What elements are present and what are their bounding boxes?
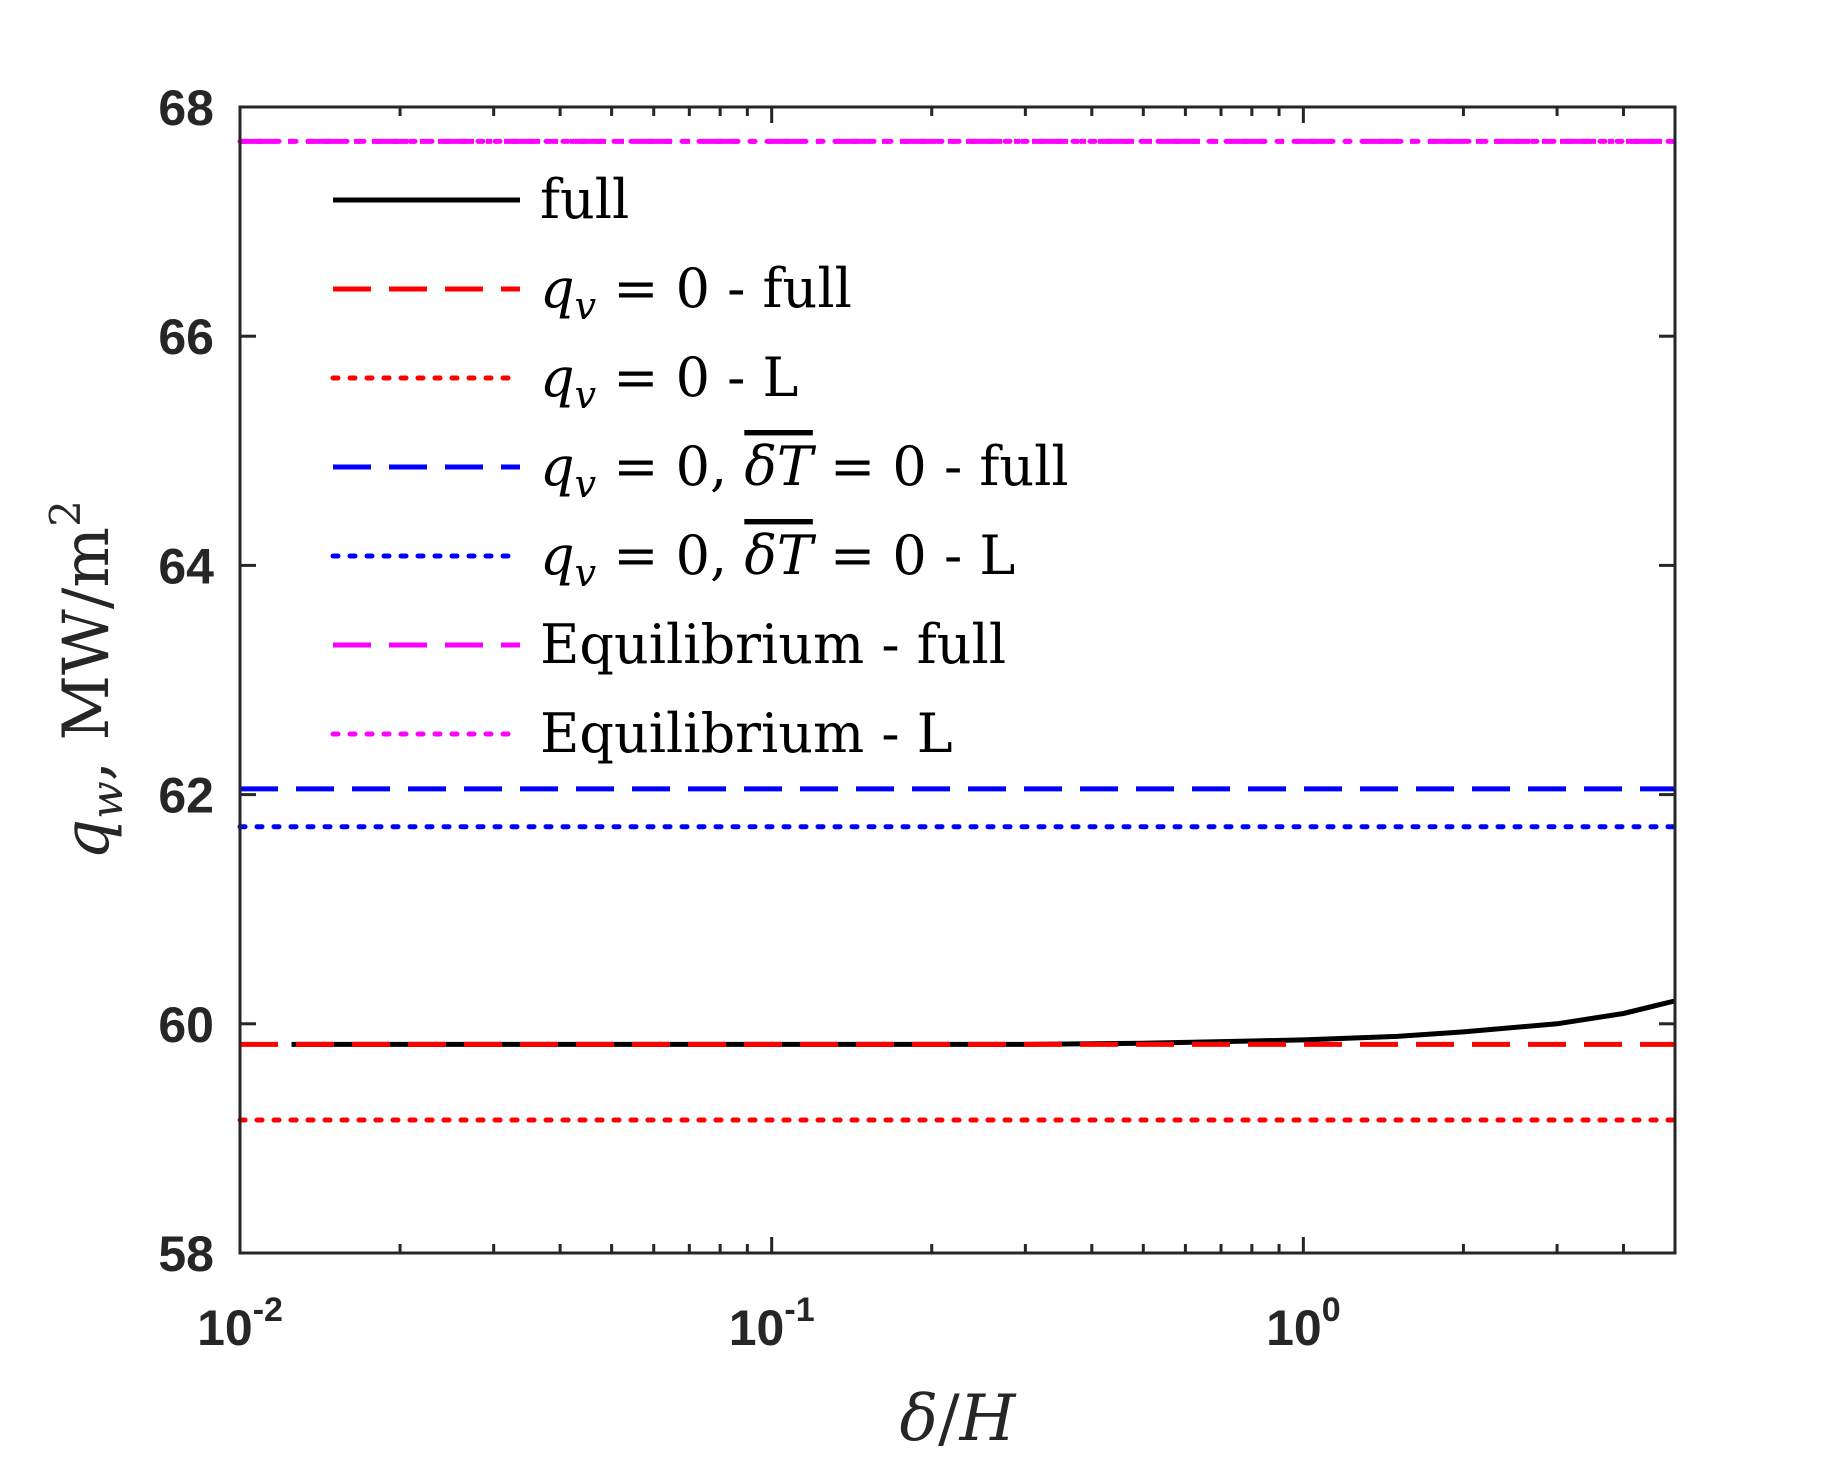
y-tick-label: 64 [158,538,214,594]
axes-layer [238,105,1677,1255]
legend-label: Equilibrium - L [540,702,953,765]
x-tick-label: 100 [1266,1291,1341,1356]
legend-label: Equilibrium - full [540,613,1006,676]
x-tick-label: 10-1 [729,1291,815,1356]
legend-label: qv = 0 - L [540,346,798,417]
series-layer [237,138,1678,1123]
legend-entry: qv = 0 - full [333,257,852,328]
plot-frame [238,105,1677,1255]
legend-label: qv = 0, δT = 0 - L [540,524,1015,595]
legend: full qv = 0 - full qv = 0 - L qv = 0, δT = … [330,168,1069,765]
y-tick-label: 62 [158,768,214,824]
y-axis-label-text: qw, MW/m2 [41,500,133,860]
y-tick-label: 68 [158,80,214,136]
tick-label-layer: 58 60 62 64 66 68 10-2 10-1 100 [158,80,1340,1356]
y-tick-label: 60 [158,997,214,1053]
y-axis-label: qw, MW/m2 [41,500,133,860]
x-tick-label: 10-2 [197,1291,283,1356]
legend-entry: qv = 0, δT = 0 - full [333,435,1069,506]
legend-entry: Equilibrium - full [333,613,1006,676]
legend-label: full [540,168,629,231]
legend-entry: full [333,168,629,231]
x-axis-label-text: δ/H [900,1382,1017,1456]
y-tick-label: 66 [158,309,214,365]
y-tick-label: 58 [158,1226,214,1282]
legend-entry: qv = 0 - L [330,346,798,417]
x-axis-label: δ/H [900,1382,1017,1456]
legend-entry: Equilibrium - L [330,702,953,765]
legend-entry: qv = 0, δT = 0 - L [330,524,1015,595]
legend-label: qv = 0 - full [540,257,852,328]
legend-label: qv = 0, δT = 0 - full [540,435,1069,506]
